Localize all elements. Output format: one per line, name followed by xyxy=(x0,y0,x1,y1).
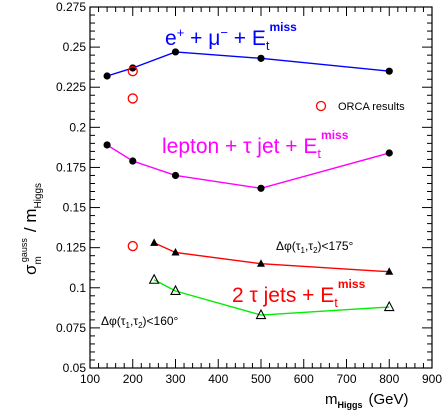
x-tick-label: 600 xyxy=(294,372,314,386)
y-tick-label: 0.1 xyxy=(69,281,86,295)
x-tick-label: 300 xyxy=(165,372,185,386)
series-layer xyxy=(103,48,395,320)
annotation-dphi160: Δφ(τ1,τ2)<160° xyxy=(101,314,179,330)
series-line xyxy=(106,51,390,77)
data-point xyxy=(171,48,180,56)
data-point xyxy=(129,157,137,165)
y-tick-label: 0.2 xyxy=(69,120,86,134)
data-point xyxy=(127,240,138,252)
series-line xyxy=(153,279,390,316)
x-tick-label: 800 xyxy=(379,372,399,386)
series-0 xyxy=(103,48,393,80)
x-tick-label: 100 xyxy=(80,372,100,386)
data-point xyxy=(129,64,137,72)
y-tick-label: 0.15 xyxy=(63,201,87,215)
data-point xyxy=(150,238,159,246)
x-tick-label: 200 xyxy=(123,372,143,386)
x-tick-label: 700 xyxy=(336,372,356,386)
data-point xyxy=(257,259,265,267)
y-tick-label: 0.225 xyxy=(56,80,86,94)
orca-legend-label: ORCA results xyxy=(338,101,405,113)
data-point xyxy=(103,141,111,149)
data-point xyxy=(170,284,181,296)
y-tick-label: 0.175 xyxy=(56,160,86,174)
y-axis-label: σmgauss/ mHiggs xyxy=(19,183,44,275)
data-point xyxy=(383,300,395,312)
y-tick-label: 0.275 xyxy=(56,0,86,14)
annotation-ltau: lepton + τ jet + Etmiss xyxy=(162,128,349,161)
series-line xyxy=(153,242,390,273)
x-tick-label: 400 xyxy=(208,372,228,386)
data-point xyxy=(127,66,138,77)
data-point xyxy=(255,308,267,320)
x-tick-label: 500 xyxy=(251,372,271,386)
series-2 xyxy=(150,238,394,275)
orca-legend-marker xyxy=(315,100,327,112)
data-point xyxy=(385,149,393,157)
annotation-dphi175: Δφ(τ1,τ2)<175° xyxy=(276,239,354,255)
data-point xyxy=(103,72,111,80)
data-point xyxy=(148,273,160,284)
annotation-emu: e+ + μ− + Etmiss xyxy=(165,20,297,53)
data-point xyxy=(257,184,265,192)
data-point xyxy=(171,247,180,256)
series-4 xyxy=(127,66,138,252)
y-tick-label: 0.25 xyxy=(63,40,87,54)
data-point xyxy=(171,171,180,180)
axis-ticks: 100 200 300 400 500 600 700 800 900 0.05 0.075 0.1 0… xyxy=(56,0,442,386)
data-point xyxy=(385,67,393,75)
series-1 xyxy=(103,141,393,192)
x-axis-label: mHiggs (GeV) xyxy=(325,391,409,410)
x-tick-label: 900 xyxy=(422,372,442,386)
y-tick-label: 0.05 xyxy=(63,361,87,375)
data-point xyxy=(257,54,265,62)
data-point xyxy=(127,93,138,104)
y-tick-label: 0.075 xyxy=(56,321,86,335)
annotation-tautau: 2 τ jets + Etmiss xyxy=(232,277,366,310)
data-point xyxy=(385,267,394,275)
y-tick-label: 0.125 xyxy=(56,241,86,255)
series-3 xyxy=(148,273,395,320)
